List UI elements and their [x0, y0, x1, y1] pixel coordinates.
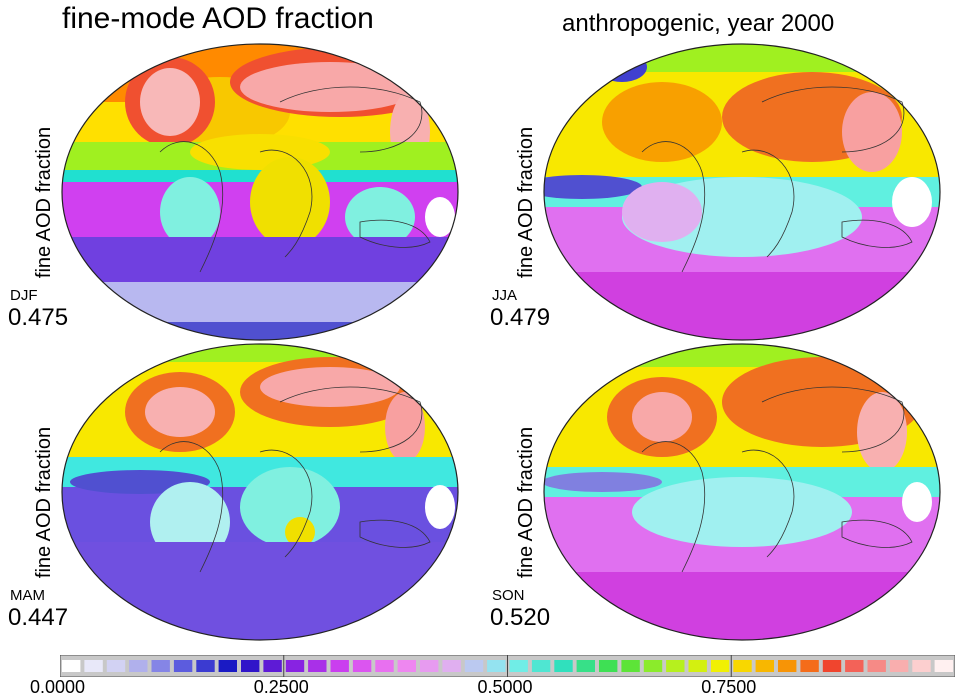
colorbar-swatch — [576, 660, 595, 672]
colorbar-swatch — [352, 660, 372, 672]
colorbar-swatch — [196, 660, 215, 672]
colorbar-tick-label: 0.2500 — [253, 677, 309, 697]
colorbar-swatch — [710, 660, 730, 672]
colorbar-swatch — [889, 660, 909, 672]
colorbar-swatch — [599, 660, 618, 672]
world-map-djf — [60, 42, 460, 342]
colorbar-swatch — [845, 660, 864, 672]
colorbar-swatch — [912, 660, 931, 672]
global-mean-value: 0.475 — [8, 304, 69, 331]
colorbar-swatch — [173, 660, 193, 672]
colorbar-swatch — [129, 660, 148, 672]
y-axis-label: fine AOD fraction — [515, 126, 538, 278]
map-panel-son: fine AOD fraction SON 0.520 — [482, 342, 965, 642]
y-axis-label: fine AOD fraction — [33, 126, 56, 278]
colorbar-swatch — [464, 660, 484, 672]
colorbar-swatch — [509, 660, 528, 672]
colorbar-swatch — [934, 660, 953, 672]
world-map-jja — [542, 42, 942, 342]
colorbar-swatch — [531, 660, 551, 672]
season-label: SON — [492, 587, 525, 604]
map-panel-djf: fine AOD fraction DJF 0.475 — [0, 42, 470, 342]
season-label: DJF — [10, 287, 38, 304]
colorbar-swatch — [643, 660, 663, 672]
season-label: JJA — [492, 287, 518, 304]
colorbar-swatch — [688, 660, 707, 672]
colorbar-swatch — [308, 660, 327, 672]
colorbar-tick-label: 0.7500 — [701, 677, 757, 697]
colorbar-swatch — [554, 660, 573, 672]
colorbar-swatch — [442, 660, 461, 672]
colorbar-swatch — [487, 660, 506, 672]
global-mean-value: 0.520 — [490, 604, 551, 631]
colorbar-swatch — [330, 660, 349, 672]
colorbar-swatch — [778, 660, 797, 672]
y-axis-label: fine AOD fraction — [515, 426, 538, 578]
left-title: fine-mode AOD fraction — [62, 2, 374, 35]
world-map-mam — [60, 342, 460, 642]
colorbar-swatch — [218, 660, 237, 672]
colorbar-tick-label: 0.0000 — [30, 677, 86, 697]
colorbar-swatch — [822, 660, 842, 672]
colorbar-swatch — [151, 660, 170, 672]
global-mean-value: 0.447 — [8, 604, 69, 631]
colorbar-swatch — [420, 660, 439, 672]
colorbar-swatch — [666, 660, 685, 672]
colorbar-swatch — [84, 660, 103, 672]
colorbar-swatch — [263, 660, 282, 672]
colorbar-swatch — [106, 660, 126, 672]
colorbar-swatch — [621, 660, 640, 672]
colorbar-swatch — [733, 660, 752, 672]
right-title: anthropogenic, year 2000 — [562, 10, 835, 37]
colorbar-swatch — [755, 660, 774, 672]
colorbar-swatch — [285, 660, 305, 672]
colorbar-swatch — [241, 660, 260, 672]
world-map-son — [542, 342, 942, 642]
season-label: MAM — [10, 587, 45, 604]
colorbar-swatch — [375, 660, 394, 672]
colorbar-swatch — [397, 660, 416, 672]
map-panel-mam: fine AOD fraction MAM 0.447 — [0, 342, 470, 642]
y-axis-label: fine AOD fraction — [33, 426, 56, 578]
map-panel-jja: fine AOD fraction JJA 0.479 — [482, 42, 965, 342]
colorbar-swatch — [867, 660, 886, 672]
colorbar-tick-label: 0.5000 — [477, 677, 533, 697]
global-mean-value: 0.479 — [490, 304, 551, 331]
colorbar-swatch — [62, 660, 81, 672]
colorbar — [60, 655, 955, 677]
colorbar-swatch — [800, 660, 819, 672]
